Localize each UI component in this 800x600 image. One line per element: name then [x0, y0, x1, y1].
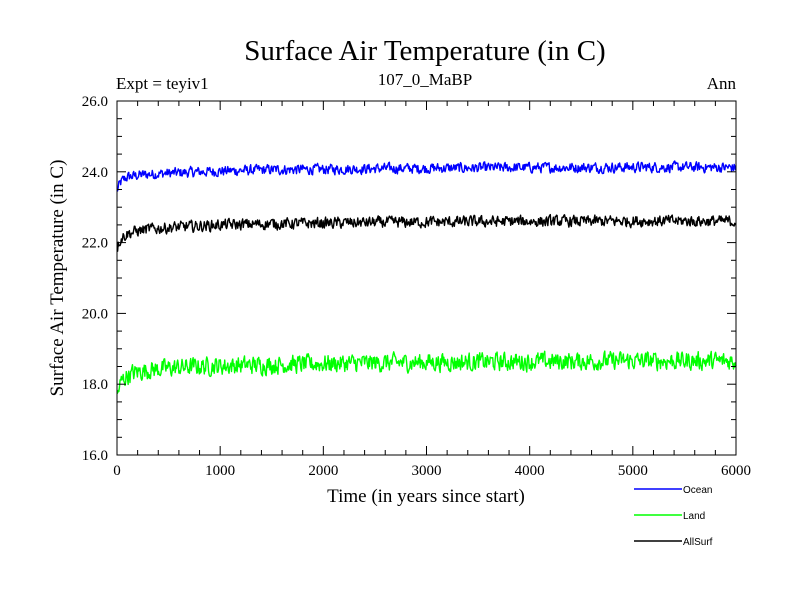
x-tick-label-0: 0: [113, 463, 121, 479]
y-tick-label-24: 24.0: [82, 165, 108, 181]
x-tick-label-3000: 3000: [412, 463, 442, 479]
x-tick-label-1000: 1000: [205, 463, 235, 479]
y-tick-label-26: 26.0: [82, 94, 108, 110]
y-tick-label-22: 22.0: [82, 236, 108, 252]
legend: Ocean Land AllSurf: [634, 485, 713, 548]
plot-area: [117, 101, 736, 455]
y-tick-label-18: 18.0: [82, 377, 108, 393]
y-tick-label-16: 16.0: [82, 448, 108, 464]
x-tick-label-2000: 2000: [308, 463, 338, 479]
x-tick-label-6000: 6000: [721, 463, 751, 479]
legend-label-ocean: Ocean: [683, 485, 712, 496]
y-tick-label-20: 20.0: [82, 306, 108, 322]
period-label: 107_0_MaBP: [378, 70, 472, 89]
y-axis-label: Surface Air Temperature (in C): [47, 160, 68, 397]
x-axis-label: Time (in years since start): [327, 486, 525, 507]
plot-background: [117, 101, 736, 455]
series-line-ocean: [116, 160, 737, 192]
series-layer: [116, 160, 737, 395]
chart-title: Surface Air Temperature (in C): [244, 35, 605, 67]
ticks-layer: 0 1000 2000 3000 4000 5000 6000 16.0 18.0 20.0 22.…: [82, 94, 751, 479]
x-tick-label-4000: 4000: [515, 463, 545, 479]
series-line-land: [116, 350, 737, 395]
legend-label-allsurf: AllSurf: [683, 537, 713, 548]
legend-label-land: Land: [683, 511, 705, 522]
experiment-label: Expt = teyiv1: [116, 74, 209, 93]
x-tick-label-5000: 5000: [618, 463, 648, 479]
season-label: Ann: [707, 74, 737, 93]
series-line-allsurf: [116, 213, 737, 252]
